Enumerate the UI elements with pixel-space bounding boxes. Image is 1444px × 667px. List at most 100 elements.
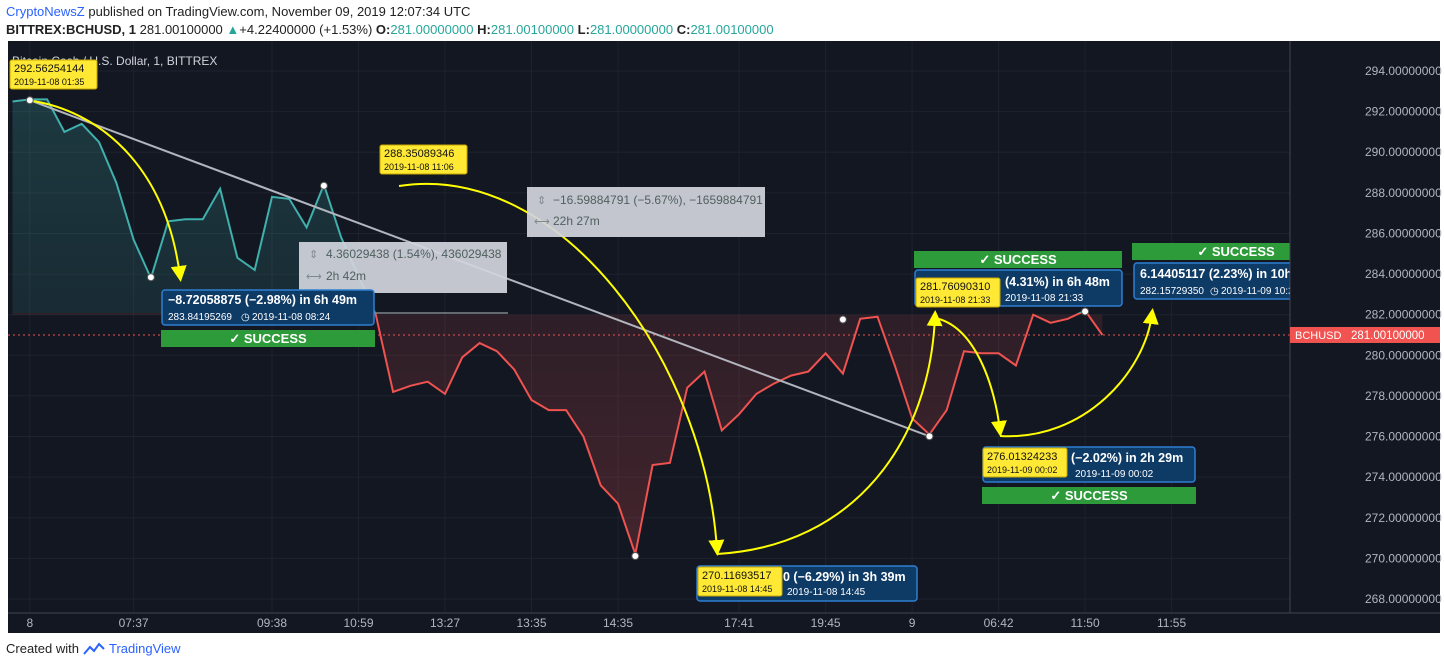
last-price-tag[interactable]: BCHUSD 281.00100000: [1290, 326, 1440, 343]
callout-5[interactable]: 6.14405117 (2.23%) in 10h 27m 282.157293…: [1133, 262, 1341, 300]
price-tick-label: 284.00000000: [1365, 267, 1442, 281]
anchor-point[interactable]: [838, 315, 847, 324]
time-tick-label: 8: [26, 616, 33, 630]
time-tick-label: 19:45: [811, 616, 841, 630]
time-tick-label: 17:41: [724, 616, 754, 630]
callout-change: −8.72058875 (−2.98%) in 6h 49m: [168, 293, 357, 307]
time-tick-label: 06:42: [984, 616, 1014, 630]
area-fill-above: [12, 99, 1087, 313]
time-tick-label: 09:38: [257, 616, 287, 630]
arrow-5[interactable]: [999, 308, 1159, 438]
change-value: +4.22400000 (+1.53%): [239, 22, 373, 37]
time-tick-label: 07:37: [119, 616, 149, 630]
success-label: ✓ SUCCESS: [979, 252, 1057, 267]
area-fills: [12, 99, 1103, 555]
label-price: 270.11693517: [702, 570, 772, 582]
success-label: ✓ SUCCESS: [229, 331, 307, 346]
price-tick-label: 274.00000000: [1365, 470, 1442, 484]
duration-icon: ⟷: [534, 216, 550, 228]
price-tick-label: 280.00000000: [1365, 348, 1442, 362]
callout-price: 282.15729350: [1140, 286, 1204, 297]
l-label: L:: [577, 22, 590, 37]
success-badge: ✓ SUCCESS: [1132, 243, 1340, 260]
clock-icon: ◷: [241, 312, 250, 323]
price-tick-label: 278.00000000: [1365, 389, 1442, 403]
price-line-below: [373, 313, 1104, 559]
o-value: 281.00000000: [390, 22, 474, 37]
c-label: C:: [676, 22, 691, 37]
last-price: 281.00100000: [139, 22, 223, 37]
callout-date: 2019-11-09 10:29: [1221, 286, 1300, 297]
price-tick-label: 290.00000000: [1365, 145, 1442, 159]
label-price: 288.35089346: [384, 148, 454, 160]
symbol-tag-text: BCHUSD: [1295, 330, 1342, 342]
anchor-point[interactable]: [1081, 307, 1090, 316]
time-tick-label: 10:59: [343, 616, 373, 630]
arrow-2[interactable]: [398, 183, 725, 556]
price-lines: [12, 98, 1104, 559]
measure-box[interactable]: ⇕ −16.59884791 (−5.67%), −1659884791 ⟷ 2…: [527, 187, 765, 237]
label-date: 2019-11-08 21:33: [920, 295, 990, 305]
price-label-2[interactable]: 288.35089346 2019-11-08 11:06: [379, 144, 468, 175]
time-axis: [8, 613, 1440, 633]
tradingview-link[interactable]: TradingView: [108, 641, 181, 656]
arrow-4[interactable]: [934, 317, 1007, 437]
label-price: 276.01324233: [987, 451, 1057, 463]
price-tick-label: 276.00000000: [1365, 430, 1442, 444]
callout-date: 2019-11-08 21:33: [1005, 293, 1084, 304]
measure-duration: 2h 42m: [326, 269, 366, 283]
success-badge: ✓ SUCCESS: [982, 487, 1196, 504]
callout-price: 283.84195269: [168, 312, 232, 323]
measure-value: 4.36029438 (1.54%), 436029438: [326, 247, 502, 261]
callout-date: 2019-11-08 08:24: [252, 312, 331, 323]
time-tick-label: 9: [909, 616, 916, 630]
tradingview-logo-icon: [83, 641, 105, 655]
time-axis-ticks: 8 07:37 09:38 10:59 13:27 13:35 14:35 17:41 19:4…: [26, 616, 1186, 630]
callout-change: (4.31%) in 6h 48m: [1005, 275, 1110, 289]
callout-change: (−2.02%) in 2h 29m: [1071, 451, 1183, 465]
price-label-1[interactable]: 292.56254144 2019-11-08 01:35: [9, 59, 98, 90]
area-fill-below: [12, 313, 1103, 555]
price-tick-label: 288.00000000: [1365, 186, 1442, 200]
price-label-4[interactable]: 281.76090310 2019-11-08 21:33: [915, 277, 1001, 308]
price-tick-label: 272.00000000: [1365, 511, 1442, 525]
label-date: 2019-11-09 00:02: [987, 465, 1057, 475]
symbol-label: BITTREX:BCHUSD, 1: [6, 22, 137, 37]
price-tick-label: 294.00000000: [1365, 64, 1442, 78]
callout-1[interactable]: −8.72058875 (−2.98%) in 6h 49m 283.84195…: [161, 289, 375, 326]
c-value: 281.00100000: [690, 22, 774, 37]
chart-frame[interactable]: ⇕ −16.59884791 (−5.67%), −1659884791 ⟷ 2…: [0, 41, 1444, 633]
price-tick-label: 292.00000000: [1365, 105, 1442, 119]
ohlc-line: BITTREX:BCHUSD, 1 281.00100000 ▲+4.22400…: [6, 22, 774, 37]
anchor-point[interactable]: [925, 432, 934, 441]
arrow-3[interactable]: [716, 310, 943, 555]
measure-duration: 22h 27m: [553, 214, 600, 228]
callout-date: 2019-11-08 14:45: [787, 587, 866, 598]
anchor-point[interactable]: [631, 552, 640, 561]
price-tick-label: 268.00000000: [1365, 592, 1442, 606]
up-arrow-icon: ▲: [226, 22, 240, 37]
anchor-point[interactable]: [146, 273, 155, 282]
created-with-text: Created with: [6, 641, 79, 656]
callout-date: 2019-11-09 00:02: [1075, 469, 1154, 480]
anchor-point[interactable]: [25, 96, 34, 105]
price-label-3[interactable]: 270.11693517 2019-11-08 14:45: [697, 566, 783, 597]
arrow-1[interactable]: [32, 100, 187, 282]
anchor-point[interactable]: [319, 181, 328, 190]
price-tag: [1343, 326, 1440, 343]
measure-box[interactable]: ⇕ 4.36029438 (1.54%), 436029438 ⟷ 2h 42m: [299, 242, 507, 293]
success-badge: ✓ SUCCESS: [914, 251, 1122, 268]
o-label: O:: [375, 22, 391, 37]
h-value: 281.00100000: [490, 22, 575, 37]
success-label: ✓ SUCCESS: [1197, 244, 1275, 259]
price-label-5[interactable]: 276.01324233 2019-11-09 00:02: [982, 447, 1068, 478]
time-tick-label: 14:35: [603, 616, 633, 630]
publisher-link[interactable]: CryptoNewsZ: [6, 4, 85, 19]
price-tag-text: 281.00100000: [1351, 330, 1425, 342]
publish-text: published on TradingView.com, November 0…: [84, 4, 471, 19]
time-tick-label: 13:27: [430, 616, 460, 630]
time-tick-label: 11:50: [1071, 616, 1100, 630]
ruler-icon: ⇕: [537, 195, 546, 207]
ruler-icon: ⇕: [309, 249, 318, 261]
price-tick-label: 286.00000000: [1365, 226, 1442, 240]
